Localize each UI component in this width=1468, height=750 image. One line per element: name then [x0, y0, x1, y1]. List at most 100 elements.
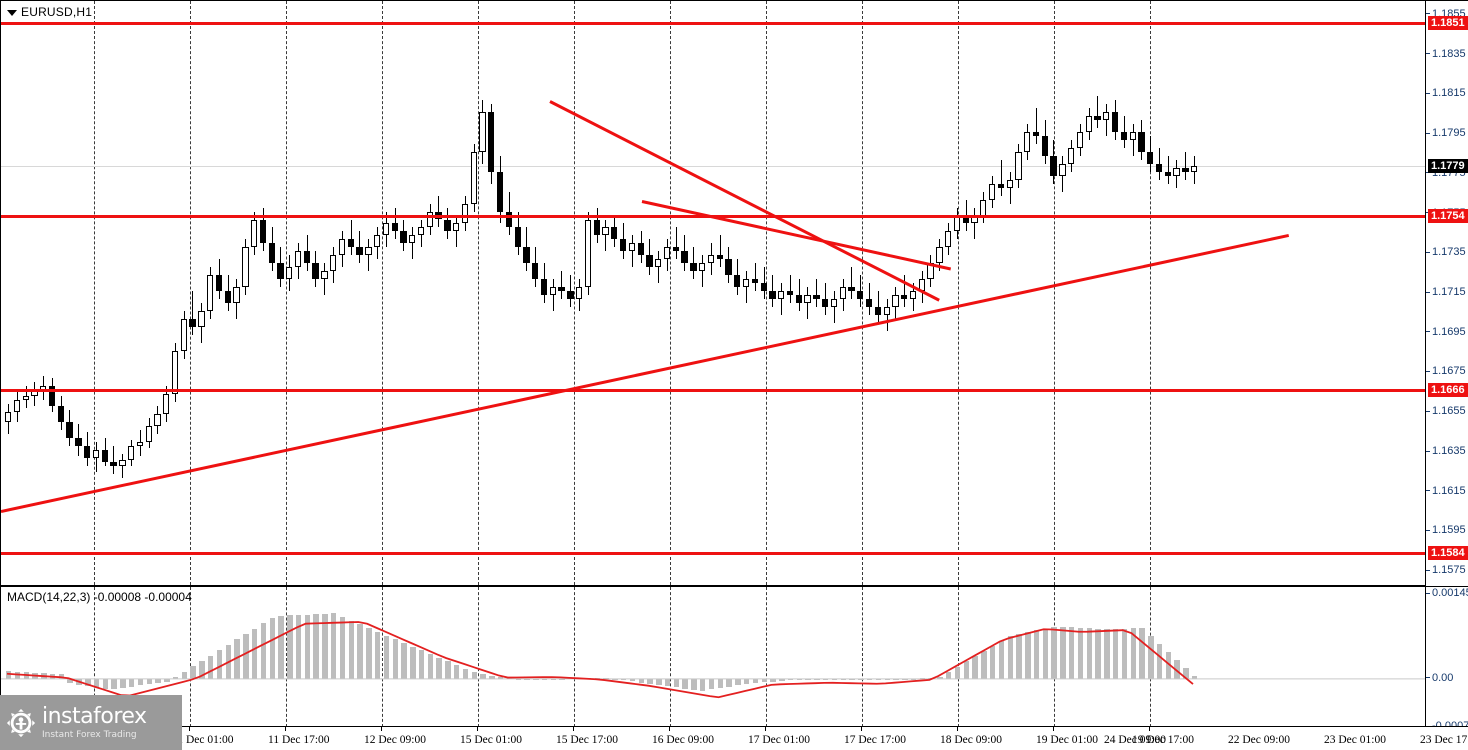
candle-bullish	[892, 294, 899, 307]
macd-histogram-bar	[954, 666, 961, 679]
candle-bearish	[277, 263, 284, 280]
macd-axis-divider	[1425, 587, 1426, 749]
macd-histogram-bar	[251, 628, 258, 679]
grid-line-vertical	[574, 587, 575, 727]
price-axis-tick: 1.1635	[1426, 445, 1466, 457]
macd-histogram-bar	[1130, 628, 1136, 679]
macd-histogram-bar	[137, 678, 144, 686]
grid-line-vertical	[190, 1, 191, 585]
macd-histogram-bar	[708, 678, 715, 690]
candle-bullish	[479, 112, 486, 152]
candle-bullish	[663, 247, 671, 260]
time-axis-tick-mark	[285, 727, 286, 731]
price-axis[interactable]: 1.18551.18351.18151.17951.17751.17551.17…	[1426, 1, 1468, 586]
macd-histogram-bar	[339, 616, 346, 679]
candle-bullish	[1024, 132, 1031, 152]
candle-bearish	[1120, 132, 1128, 141]
candle-bearish	[760, 283, 767, 291]
symbol-label[interactable]: EURUSD,H1	[7, 5, 92, 19]
price-tag-11754[interactable]: 1.1754	[1428, 208, 1468, 223]
price-tag-11666[interactable]: 1.1666	[1428, 383, 1468, 398]
macd-histogram-bar	[831, 678, 838, 680]
candle-bullish	[1085, 116, 1092, 133]
time-axis-label: 16 Dec 09:00	[652, 734, 714, 746]
price-plot-area[interactable]	[1, 1, 1425, 585]
grid-line-vertical	[478, 1, 479, 585]
macd-histogram-bar	[770, 678, 776, 682]
candle-bearish	[865, 298, 873, 307]
candle-bullish	[953, 215, 961, 232]
candle-wick	[359, 231, 361, 264]
macd-histogram-bar	[1060, 626, 1066, 679]
price-tag-11779[interactable]: 1.1779	[1428, 158, 1468, 173]
price-tag-11851[interactable]: 1.1851	[1428, 15, 1468, 30]
candle-bullish	[707, 255, 715, 264]
candle-bearish	[400, 231, 407, 244]
candle-bullish	[5, 412, 12, 423]
macd-histogram-bar	[462, 668, 469, 679]
candle-bullish	[198, 310, 205, 327]
macd-histogram-bar	[1086, 628, 1092, 679]
macd-histogram-bar	[164, 678, 170, 682]
candle-bullish	[936, 247, 943, 264]
macd-histogram-bar	[234, 639, 240, 679]
price-axis-tick: 1.1835	[1426, 48, 1466, 60]
macd-histogram-bar	[1183, 668, 1189, 679]
macd-histogram-bar	[656, 678, 662, 686]
time-axis-label: 12 Dec 09:00	[364, 734, 426, 746]
candle-bearish	[514, 227, 521, 248]
candle-wick	[122, 453, 124, 478]
macd-histogram-bar	[128, 678, 135, 687]
candle-bearish	[110, 461, 117, 466]
candle-bullish	[584, 219, 592, 288]
macd-histogram-bar	[638, 678, 644, 683]
macd-histogram-bar	[1095, 628, 1101, 679]
macd-histogram-bar	[1156, 644, 1163, 679]
instaforex-watermark: instaforex Instant Forex Trading	[0, 695, 182, 750]
candle-wick	[807, 287, 809, 319]
descending-major	[549, 100, 940, 302]
macd-histogram-bar	[85, 678, 91, 687]
macd-histogram-bar	[1112, 628, 1119, 679]
candle-wick	[1132, 124, 1134, 156]
macd-indicator-pane[interactable]: MACD(14,22,3) -0.00008 -0.00004 0.00145 0…	[0, 586, 1468, 750]
candle-bullish	[602, 227, 609, 236]
candle-bearish	[619, 239, 627, 252]
price-axis-tick: 1.1815	[1426, 87, 1466, 99]
candle-wick	[324, 263, 326, 295]
macd-histogram-bar	[67, 678, 73, 684]
candle-bearish	[1147, 151, 1154, 164]
candle-bearish	[672, 247, 679, 252]
candle-wick	[781, 283, 783, 315]
macd-histogram-bar	[58, 674, 65, 679]
candle-bearish	[523, 247, 530, 264]
candle-bullish	[804, 294, 811, 303]
grid-line-vertical	[286, 587, 287, 727]
macd-histogram-bar	[1016, 633, 1022, 679]
time-axis-label: 22 Dec 09:00	[1228, 734, 1290, 746]
candle-wick	[368, 239, 370, 272]
price-tag-11584[interactable]: 1.1584	[1428, 546, 1468, 561]
candle-bullish	[92, 449, 100, 458]
candle-bullish	[945, 231, 952, 248]
watermark-text: instaforex Instant Forex Trading	[42, 705, 147, 740]
time-axis-label: 19 Dec 17:00	[1132, 734, 1194, 746]
grid-line-vertical	[670, 587, 671, 727]
grid-line-vertical	[958, 587, 959, 727]
macd-histogram-bar	[146, 678, 152, 685]
candle-bearish	[795, 294, 802, 303]
triangle-down-icon[interactable]	[7, 9, 17, 16]
watermark-tagline: Instant Forex Trading	[42, 729, 137, 740]
macd-plot-area[interactable]	[1, 587, 1425, 727]
candle-bullish	[1059, 163, 1066, 176]
price-chart-pane[interactable]: EURUSD,H1 1.18551.18351.18151.17951.1775…	[0, 0, 1468, 586]
candle-bearish	[488, 112, 495, 172]
grid-line-vertical	[670, 1, 671, 585]
macd-indicator-label: MACD(14,22,3) -0.00008 -0.00004	[7, 590, 192, 604]
grid-line-vertical	[958, 1, 959, 585]
candle-bullish	[549, 287, 556, 295]
macd-histogram-bar	[814, 678, 820, 680]
time-axis-label: 11 Dec 01:00	[172, 734, 234, 746]
